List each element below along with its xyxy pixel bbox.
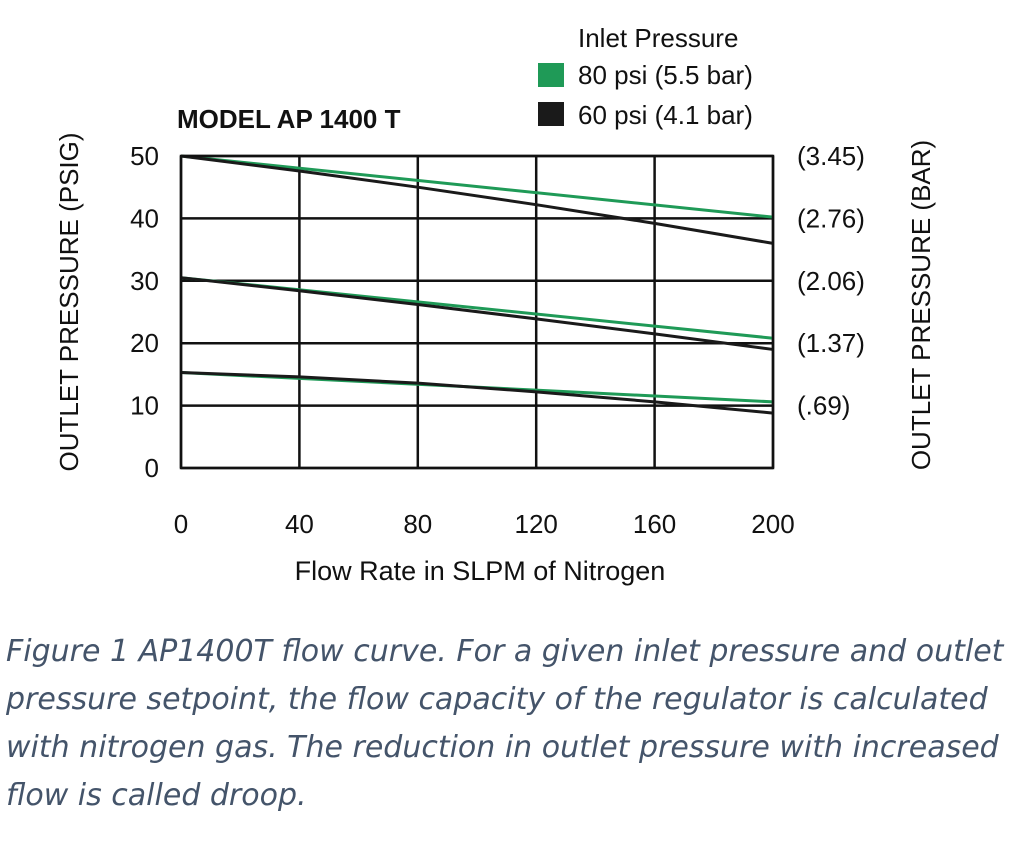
legend-swatch-80psi bbox=[538, 63, 564, 87]
legend: Inlet Pressure 80 psi (5.5 bar) 60 psi (… bbox=[538, 23, 753, 130]
y-axis-label: OUTLET PRESSURE (PSIG) bbox=[54, 132, 84, 471]
legend-label-80psi: 80 psi (5.5 bar) bbox=[578, 60, 753, 90]
series-1-line-1 bbox=[180, 276, 774, 351]
legend-title: Inlet Pressure bbox=[578, 23, 738, 53]
chart-title: MODEL AP 1400 T bbox=[177, 104, 401, 134]
y-tick-label: 40 bbox=[130, 203, 159, 233]
y-tick-label: 50 bbox=[130, 141, 159, 171]
x-tick-label: 200 bbox=[751, 509, 794, 539]
y2-tick-labels: (3.45) (2.76) (2.06) (1.37) (.69) bbox=[797, 141, 865, 421]
x-tick-label: 120 bbox=[515, 509, 558, 539]
x-tick-labels: 0 40 80 120 160 200 bbox=[174, 509, 795, 539]
series-0-line-0 bbox=[180, 154, 774, 219]
y2-tick-label: (3.45) bbox=[797, 141, 865, 171]
series-lines bbox=[180, 154, 774, 415]
x-tick-label: 80 bbox=[403, 509, 432, 539]
x-axis-label: Flow Rate in SLPM of Nitrogen bbox=[295, 556, 666, 586]
y2-tick-label: (1.37) bbox=[797, 328, 865, 358]
y-tick-labels: 0 10 20 30 40 50 bbox=[130, 141, 159, 483]
y-tick-label: 30 bbox=[130, 266, 159, 296]
legend-label-60psi: 60 psi (4.1 bar) bbox=[578, 100, 753, 130]
x-tick-label: 40 bbox=[285, 509, 314, 539]
y2-tick-label: (2.06) bbox=[797, 266, 865, 296]
x-tick-label: 0 bbox=[174, 509, 188, 539]
series-1-line-0 bbox=[180, 154, 774, 245]
y-tick-label: 10 bbox=[130, 391, 159, 421]
legend-swatch-60psi bbox=[538, 102, 564, 126]
x-tick-label: 160 bbox=[633, 509, 676, 539]
y2-tick-label: (.69) bbox=[797, 391, 850, 421]
y2-axis-label: OUTLET PRESSURE (BAR) bbox=[906, 140, 936, 470]
y2-tick-label: (2.76) bbox=[797, 203, 865, 233]
y-tick-label: 0 bbox=[145, 453, 159, 483]
series-1-line-2 bbox=[180, 371, 774, 415]
figure-caption: Figure 1 AP1400T flow curve. For a given… bbox=[6, 634, 1004, 813]
plot-frame bbox=[179, 154, 775, 470]
y-tick-label: 20 bbox=[130, 328, 159, 358]
